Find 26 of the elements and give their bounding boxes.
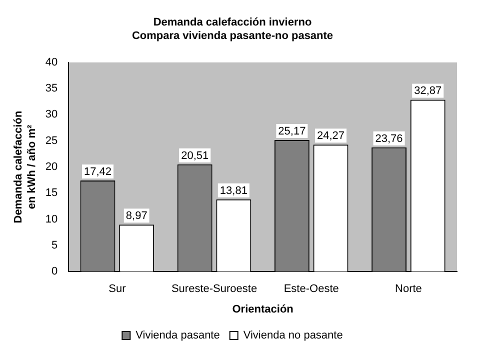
data-label: 32,87 (414, 85, 442, 98)
data-label: 13,81 (220, 184, 248, 197)
data-label: 24,27 (317, 130, 345, 142)
data-label: 23,76 (375, 132, 403, 145)
y-tick-label: 15 (45, 187, 58, 200)
x-tick-label: Sureste-Suroeste (171, 283, 258, 296)
y-tick-label: 20 (45, 161, 58, 174)
y-tick-label: 30 (45, 108, 58, 121)
x-axis-title: Orientación (232, 303, 294, 316)
data-label: 17,42 (84, 166, 112, 178)
y-tick-label: 35 (45, 82, 58, 95)
y-tick-label: 40 (45, 56, 58, 68)
y-tick-label: 25 (45, 134, 58, 147)
x-tick-label: Sur (108, 283, 126, 296)
chart-title: Demanda calefacción invierno Compara vivienda pasante-no pasante (132, 16, 334, 42)
y-tick-label: 5 (52, 239, 58, 252)
y-tick-label: 0 (52, 266, 58, 278)
data-label: 20,51 (181, 150, 209, 162)
data-label: 8,97 (126, 210, 148, 222)
y-axis-title: Demanda calefacción en kWh / año m² (12, 110, 38, 224)
legend-label: Vivienda no pasante (243, 330, 343, 342)
y-tick-label: 10 (45, 213, 58, 226)
x-tick-label: Norte (395, 283, 422, 296)
x-tick-label: Este-Oeste (284, 283, 339, 296)
legend-label: Vivienda pasante (136, 330, 220, 342)
data-label: 25,17 (278, 125, 306, 138)
